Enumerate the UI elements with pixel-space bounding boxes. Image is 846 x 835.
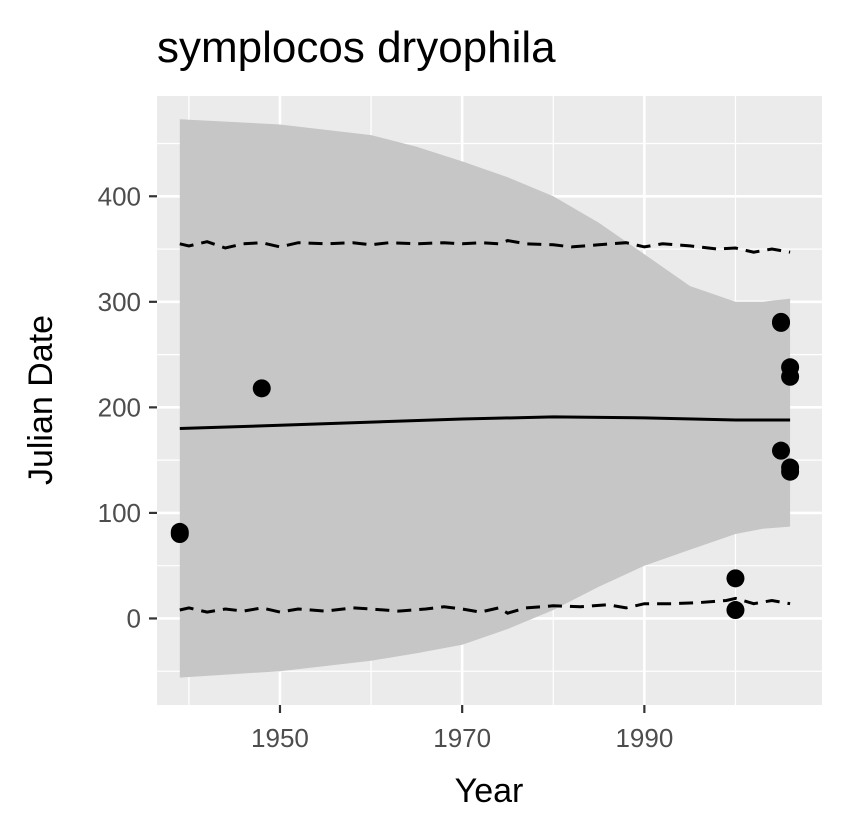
data-point <box>781 462 800 481</box>
y-tick-label: 300 <box>98 287 141 317</box>
data-point <box>726 569 745 588</box>
x-axis-title: Year <box>455 772 524 810</box>
data-point <box>772 312 791 331</box>
fit-line <box>179 415 791 430</box>
data-point <box>170 522 189 541</box>
data-point <box>252 379 271 398</box>
chart-title: symplocos dryophila <box>157 23 556 72</box>
data-points <box>170 312 800 620</box>
y-axis-title: Julian Date <box>22 315 60 485</box>
data-point <box>781 367 800 386</box>
data-point <box>772 441 791 460</box>
y-tick-label: 200 <box>98 392 141 422</box>
x-axis: 1950 1970 1990 <box>251 705 673 753</box>
y-tick-label: 100 <box>98 498 141 528</box>
data-point <box>726 601 745 620</box>
confidence-ribbon <box>179 119 791 678</box>
y-tick-label: 0 <box>127 603 141 633</box>
x-tick-label: 1950 <box>251 723 309 753</box>
dashed-upper-line <box>179 239 791 254</box>
y-tick-label: 400 <box>98 181 141 211</box>
x-tick-label: 1990 <box>615 723 673 753</box>
x-tick-label: 1970 <box>433 723 491 753</box>
y-axis: 0 100 200 300 400 <box>98 181 157 633</box>
